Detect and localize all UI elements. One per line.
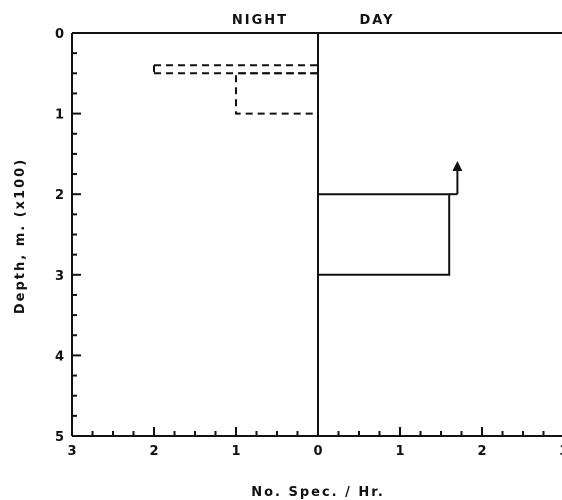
x-tick-label: 0 [313, 444, 322, 459]
header-day: DAY [359, 13, 394, 28]
x-tick-label: 2 [149, 444, 158, 459]
day-arrow-head [452, 160, 463, 171]
y-axis-title: Depth, m. (x100) [13, 158, 28, 314]
axis-ticks: 3 2 1 0 1 2 3 0 1 2 3 4 5 [55, 27, 562, 459]
y-tick-label: 5 [55, 430, 64, 445]
x-tick-label: 1 [231, 444, 240, 459]
y-tick-label: 4 [55, 349, 64, 364]
x-tick-label: 3 [67, 444, 76, 459]
day-bar [318, 193, 451, 276]
y-tick-label: 2 [55, 188, 64, 203]
header-night: NIGHT [232, 13, 288, 28]
y-tick-label: 3 [55, 269, 64, 284]
bars [153, 64, 463, 276]
y-tick-label: 0 [55, 27, 64, 42]
y-tick-label: 1 [55, 108, 64, 123]
night-bar [235, 72, 318, 115]
x-tick-label: 3 [559, 444, 562, 459]
x-axis-title: No. Spec. / Hr. [251, 485, 385, 500]
x-tick-label: 2 [477, 444, 486, 459]
plot-frame [71, 32, 562, 437]
x-tick-label: 1 [395, 444, 404, 459]
